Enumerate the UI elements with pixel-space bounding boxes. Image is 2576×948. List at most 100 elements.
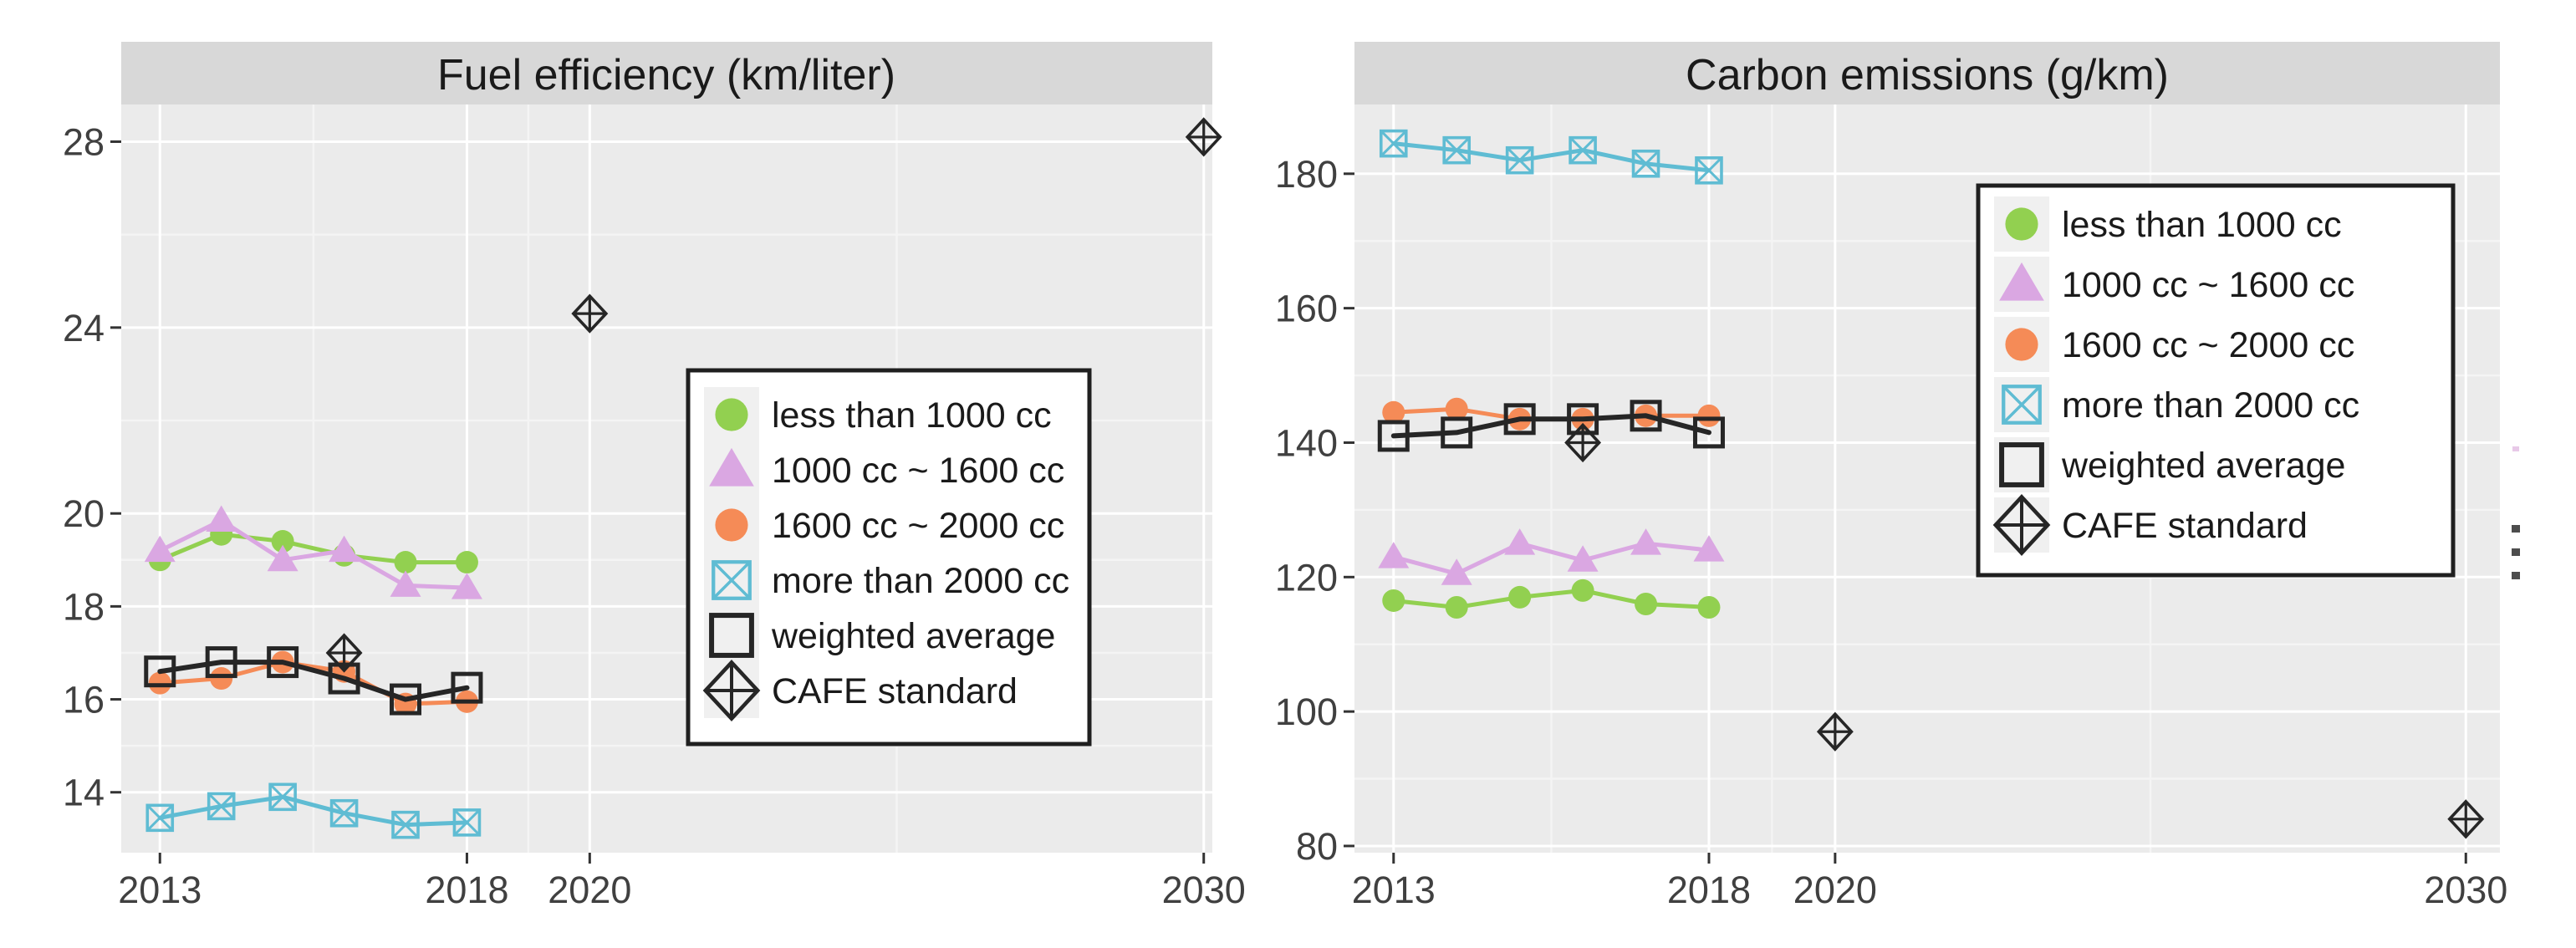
square-open-marker	[709, 613, 754, 658]
legend-item-cafe_standard: CAFE standard	[702, 660, 1018, 721]
triangle-marker	[1504, 528, 1536, 555]
triangle-marker	[144, 535, 176, 563]
triangle-marker	[451, 573, 482, 599]
legend-item-weighted_average: weighted average	[1994, 437, 2345, 492]
y-tick-label: 14	[63, 772, 105, 814]
square-open-marker	[1503, 403, 1536, 436]
series-line-weighted_average	[1390, 413, 1711, 439]
legend-item-label: weighted average	[2061, 446, 2345, 486]
box-x-marker	[391, 810, 420, 839]
legend-item-label: more than 2000 cc	[772, 561, 1069, 601]
legend-item-label: less than 1000 cc	[772, 395, 1052, 436]
legend-item-1000_1600: 1000 cc ~ 1600 cc	[704, 442, 1064, 497]
chart-carbon-emissions: Carbon emissions (g/km) 180 160 140 120 100 8…	[1275, 42, 2507, 911]
legend-item-label: more than 2000 cc	[2062, 385, 2359, 426]
diamond-plus-marker	[1185, 117, 1222, 157]
box-x-marker	[452, 808, 482, 837]
triangle-marker	[709, 447, 754, 487]
legend-item-label: 1000 cc ~ 1600 cc	[772, 451, 1064, 491]
title-strip	[1354, 42, 2500, 104]
diamond-plus-marker	[702, 660, 761, 721]
edge-dot	[2512, 548, 2520, 556]
triangle-marker	[1378, 542, 1410, 568]
chart-fuel-efficiency: Fuel efficiency (km/liter) 28 24 2018 16 14 2…	[63, 42, 1246, 911]
square-open-marker	[1692, 416, 1725, 449]
legend-item-label: CAFE standard	[2062, 506, 2308, 546]
edge-dot	[2512, 525, 2520, 533]
box-x-marker	[329, 798, 359, 828]
box-x-marker	[207, 792, 236, 821]
circle-marker	[1635, 592, 1658, 615]
box-x-marker	[268, 782, 297, 812]
legend-item-label: weighted average	[771, 616, 1055, 656]
y-tick-label: 28	[63, 120, 105, 163]
series-layer	[144, 117, 1222, 839]
y-tick-label: 160	[1275, 288, 1338, 330]
circle-marker	[1697, 595, 1721, 619]
box-x-marker	[1442, 135, 1472, 165]
x-tick-label: 2030	[2424, 869, 2507, 911]
series-line-more_than_2000	[157, 794, 469, 828]
box-x-marker	[1631, 149, 1660, 178]
axis-layer: 180 160 140 120 100 80 2013 2018 2020 2030	[1275, 153, 2507, 911]
legend-box	[1976, 183, 2456, 578]
series-line-weighted_average	[157, 660, 470, 702]
legend-item-1600_2000: 1600 cc ~ 2000 cc	[704, 497, 1064, 553]
x-tick-label: 2018	[1667, 869, 1751, 911]
cropped-edge-dots	[2512, 446, 2520, 579]
x-tick-label: 2030	[1162, 869, 1246, 911]
circle-marker	[1445, 397, 1468, 420]
gridlines-layer	[1354, 104, 2500, 853]
box-x-marker	[1695, 156, 1723, 185]
title-strip	[121, 42, 1212, 104]
legend: less than 1000 cc 1000 cc ~ 1600 cc 1600 c…	[1976, 183, 2456, 578]
legend: less than 1000 cc 1000 cc ~ 1600 cc 1600 c…	[686, 368, 1092, 747]
x-tick-label: 2013	[1352, 869, 1436, 911]
circle-marker	[455, 551, 478, 574]
legend-item-more_than_2000: more than 2000 cc	[1994, 377, 2359, 432]
diamond-plus-marker	[1992, 494, 2051, 556]
legend-item-label: 1600 cc ~ 2000 cc	[772, 506, 1064, 546]
circle-marker	[1508, 585, 1532, 609]
y-tick-label: 100	[1275, 691, 1338, 733]
legend-item-1600_2000: 1600 cc ~ 2000 cc	[1994, 317, 2354, 372]
diamond-plus-marker	[571, 293, 609, 334]
triangle-marker	[206, 505, 237, 533]
triangle-marker	[267, 544, 298, 572]
series-line-more_than_2000	[1391, 141, 1711, 173]
diamond-plus-marker	[2447, 799, 2485, 839]
series-line-1000_1600	[1391, 541, 1711, 576]
legend-item-less_than_1000: less than 1000 cc	[1994, 196, 2342, 252]
x-tick-label: 2018	[425, 869, 508, 911]
y-tick-label: 16	[63, 679, 105, 721]
square-open-marker	[205, 646, 237, 679]
triangle-marker	[329, 535, 360, 563]
y-tick-label: 24	[63, 307, 105, 349]
circle-marker	[715, 398, 748, 431]
chart-title: Carbon emissions (g/km)	[1686, 51, 2169, 99]
y-tick-label: 180	[1275, 153, 1338, 196]
box-x-marker	[145, 803, 175, 833]
y-tick-label: 120	[1275, 556, 1338, 599]
circle-marker	[1697, 404, 1721, 427]
triangle-marker	[390, 570, 421, 597]
diamond-plus-marker	[1816, 711, 1854, 752]
y-tick-label: 20	[63, 492, 105, 535]
triangle-marker	[1693, 535, 1725, 562]
x-tick-label: 2020	[548, 869, 631, 911]
square-open-marker	[451, 671, 483, 704]
triangle-marker	[1630, 528, 1662, 555]
circle-marker	[1571, 578, 1594, 602]
legend-item-weighted_average: weighted average	[704, 608, 1055, 663]
triangle-marker	[1441, 558, 1472, 585]
square-open-marker	[1377, 420, 1410, 452]
triangle-marker	[1999, 262, 2044, 301]
circle-marker	[715, 508, 748, 542]
circle-marker	[1445, 595, 1468, 619]
circle-marker	[210, 667, 233, 691]
chart-title: Fuel efficiency (km/liter)	[437, 51, 895, 99]
legend-item-label: less than 1000 cc	[2062, 205, 2342, 245]
triangle-marker	[1567, 545, 1599, 572]
